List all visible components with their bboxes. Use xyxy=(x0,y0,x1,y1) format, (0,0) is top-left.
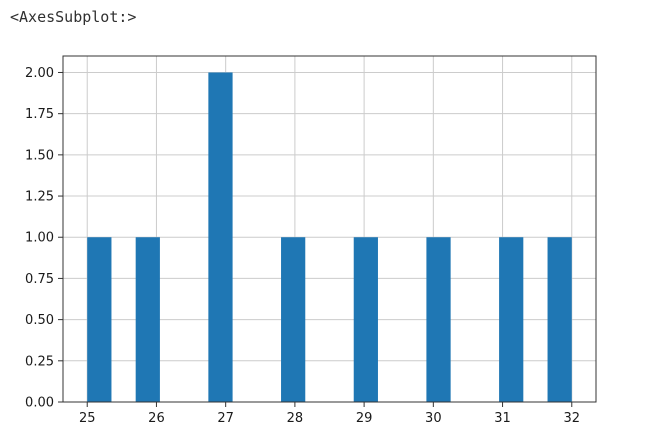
histogram-bar-3 xyxy=(281,237,306,402)
y-tick-label-5: 1.25 xyxy=(25,190,54,205)
histogram-bar-0 xyxy=(87,237,112,402)
y-tick-label-0: 0.00 xyxy=(25,396,54,411)
y-tick-label-8: 2.00 xyxy=(25,66,54,81)
x-tick-label-7: 32 xyxy=(563,411,580,426)
y-tick-label-2: 0.50 xyxy=(25,313,54,328)
y-axis: 0.00 0.25 0.50 0.75 1.00 1.25 1.50 1.75 2.00 xyxy=(25,66,63,411)
histogram-bar-6 xyxy=(499,237,524,402)
histogram-bar-1 xyxy=(135,237,160,402)
histogram-bars xyxy=(87,72,572,402)
axes-subplot-repr: <AxesSubplot:> xyxy=(10,8,137,26)
histogram-bar-7 xyxy=(547,237,572,402)
y-tick-label-3: 0.75 xyxy=(25,272,54,287)
histogram-bar-4 xyxy=(353,237,378,402)
x-tick-label-6: 31 xyxy=(494,411,511,426)
x-tick-label-2: 27 xyxy=(217,411,234,426)
y-tick-label-1: 0.25 xyxy=(25,354,54,369)
x-tick-label-3: 28 xyxy=(287,411,304,426)
x-tick-label-5: 30 xyxy=(425,411,442,426)
histogram-bar-5 xyxy=(426,237,451,402)
x-tick-label-0: 25 xyxy=(79,411,96,426)
axes-frame xyxy=(62,55,597,403)
x-tick-label-1: 26 xyxy=(148,411,165,426)
y-tick-label-4: 1.00 xyxy=(25,231,54,246)
x-axis: 25 26 27 28 29 30 31 32 xyxy=(79,402,580,426)
y-tick-label-6: 1.50 xyxy=(25,148,54,163)
x-tick-label-4: 29 xyxy=(356,411,373,426)
histogram-bar-2 xyxy=(208,72,233,402)
y-tick-label-7: 1.75 xyxy=(25,107,54,122)
